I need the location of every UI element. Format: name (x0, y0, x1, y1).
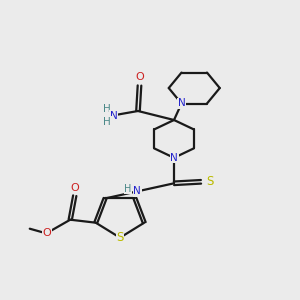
Text: N: N (133, 186, 141, 196)
Text: N: N (170, 153, 178, 163)
Text: S: S (206, 175, 214, 188)
Text: O: O (70, 183, 79, 193)
Text: N: N (178, 98, 185, 109)
Text: O: O (135, 72, 144, 82)
Text: H: H (124, 184, 132, 194)
Text: N: N (110, 110, 118, 121)
Text: H: H (103, 104, 111, 114)
Text: S: S (116, 231, 124, 244)
Text: H: H (103, 117, 111, 127)
Text: O: O (43, 229, 51, 238)
